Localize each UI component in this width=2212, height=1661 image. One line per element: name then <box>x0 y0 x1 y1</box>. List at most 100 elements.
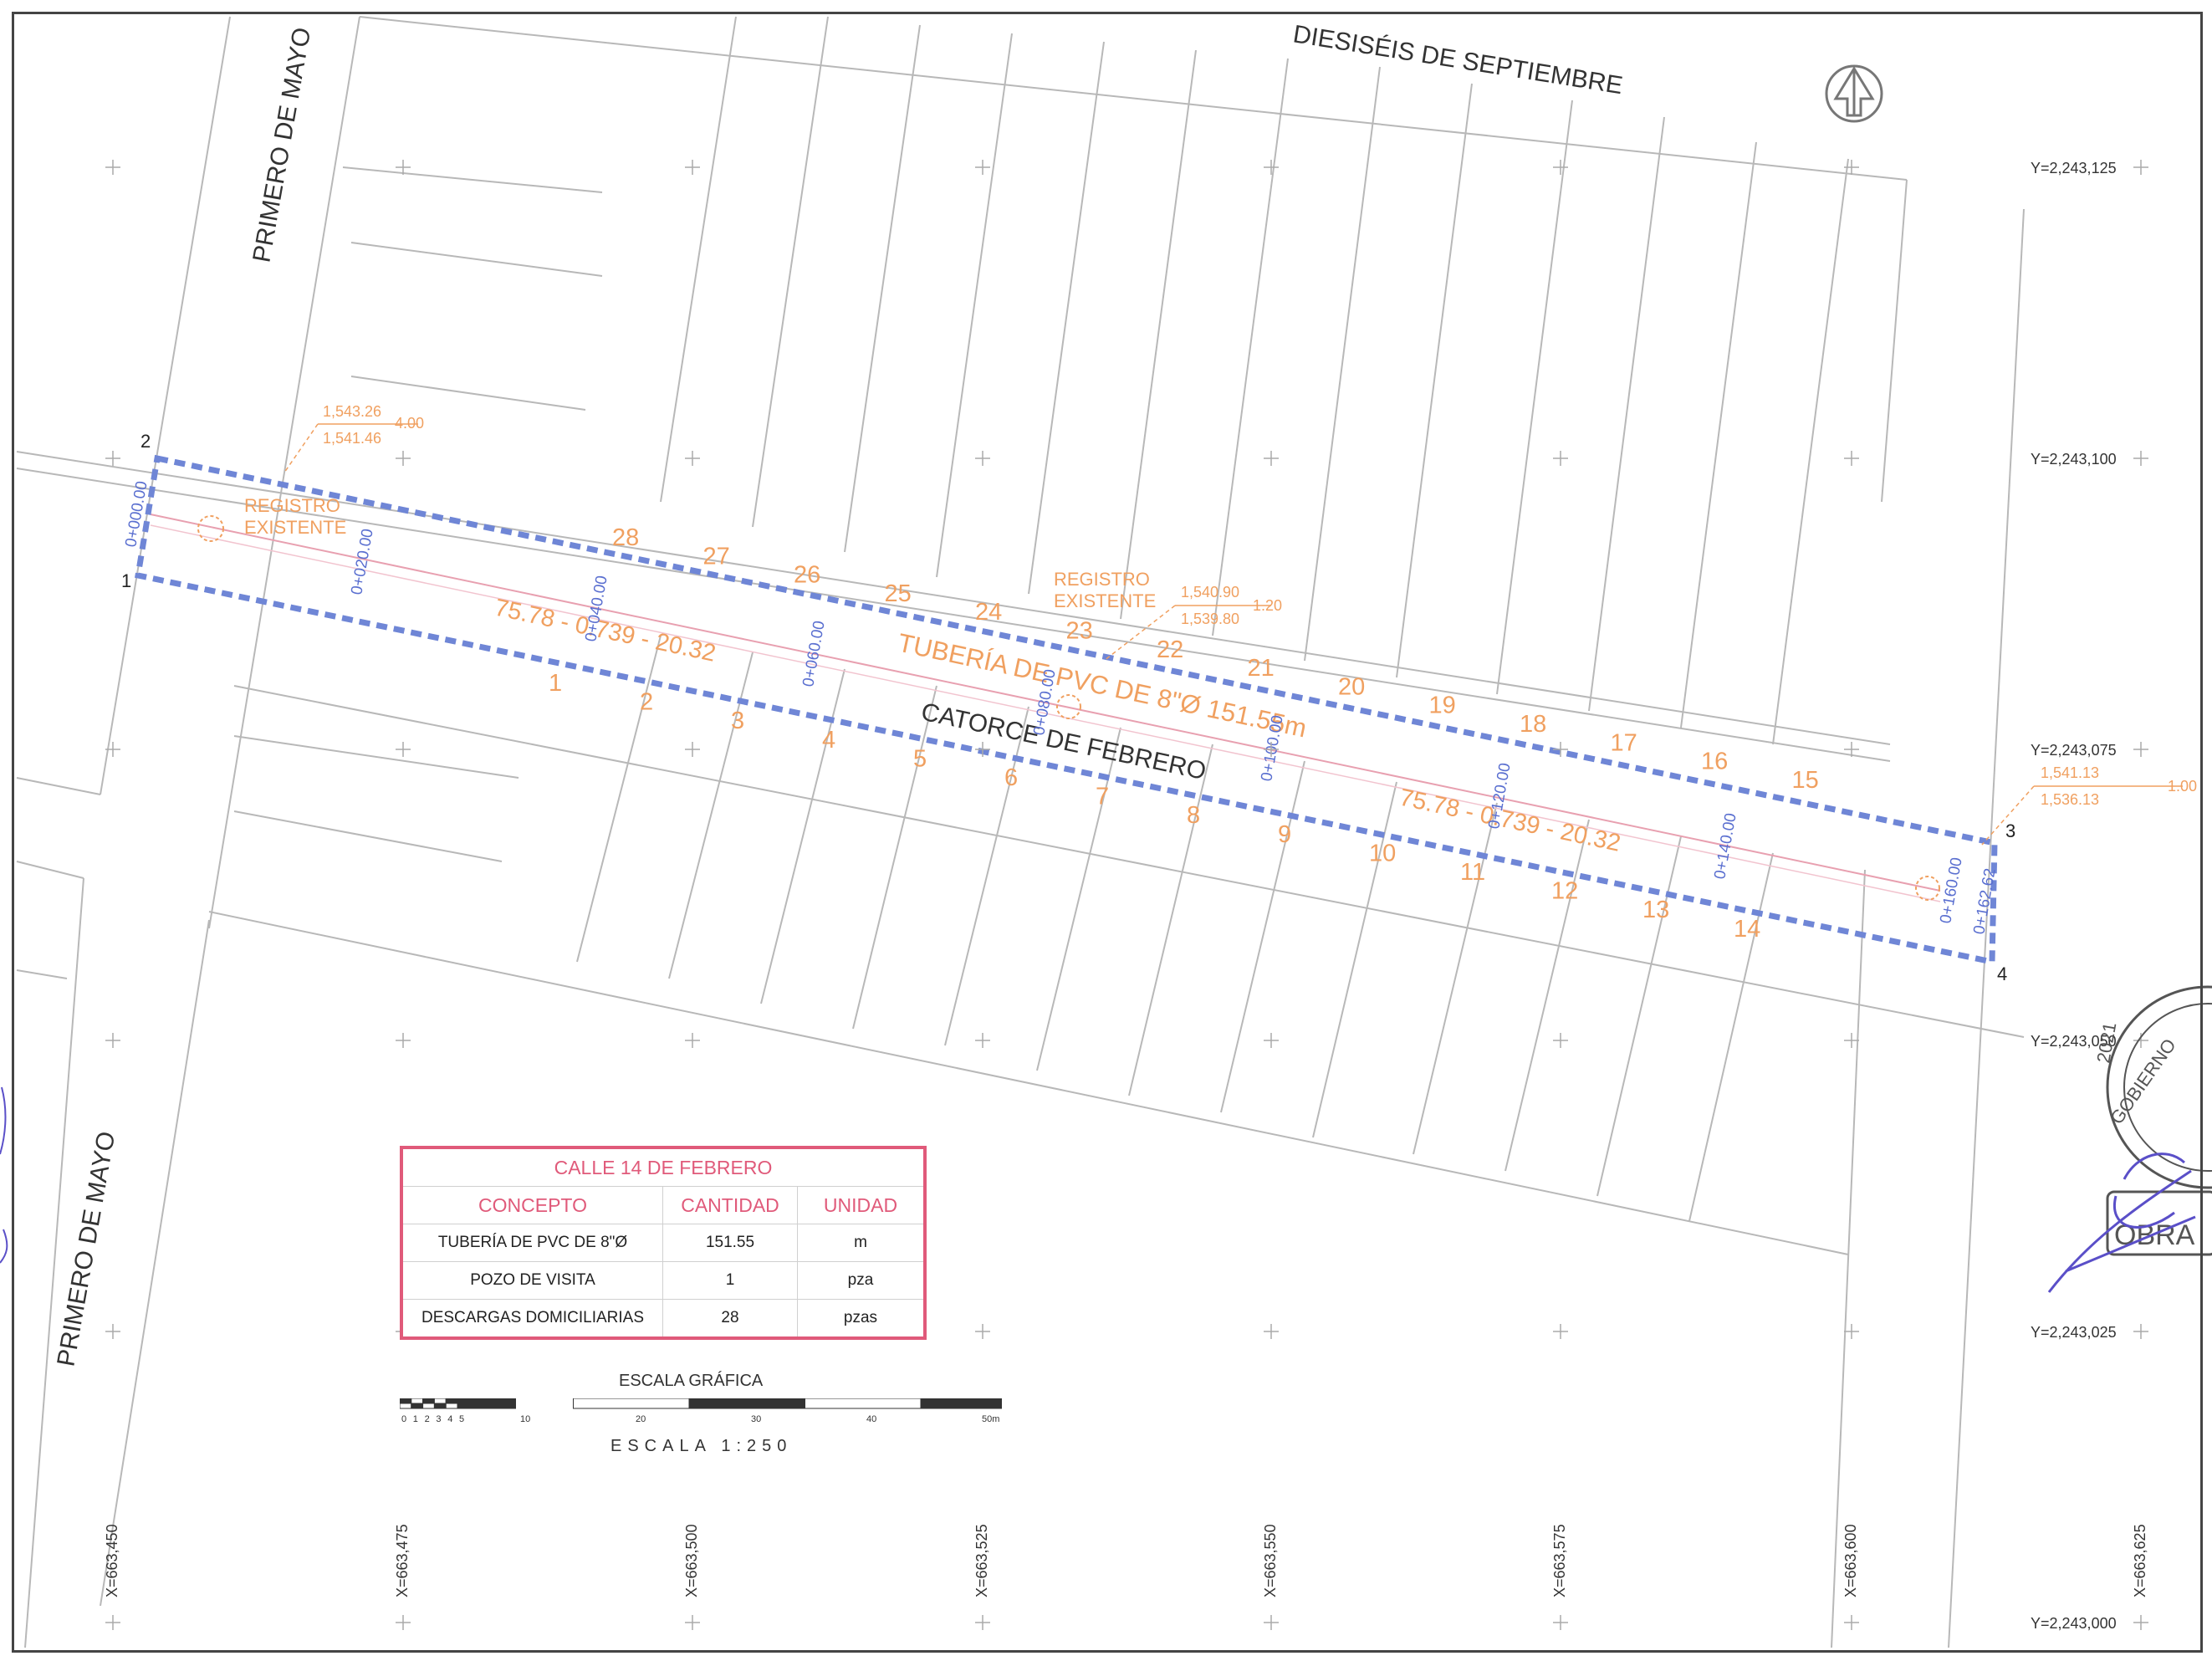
street-name-west-top: PRIMERO DE MAYO <box>248 25 316 264</box>
table-cell: 28 <box>662 1299 798 1339</box>
table-header: CONCEPTO <box>401 1186 663 1224</box>
scale-segment <box>805 1398 922 1409</box>
grid-x-label: X=663,500 <box>683 1524 700 1597</box>
grid-cross <box>105 1033 120 1048</box>
grid-x-label: X=663,525 <box>973 1524 990 1597</box>
scale-segment <box>422 1398 435 1404</box>
grid-cross <box>685 1615 700 1630</box>
scale-segment <box>400 1398 412 1404</box>
register-elevation: 1,540.90 <box>1181 584 1239 601</box>
grid-cross <box>1264 1324 1279 1339</box>
grid-cross <box>1264 742 1279 757</box>
grid-cross <box>105 160 120 175</box>
register-elevation: 1,539.80 <box>1181 611 1239 627</box>
scale-tick-label: 40 <box>866 1414 876 1424</box>
grid-cross <box>975 1615 990 1630</box>
official-stamp: GOBIERNO 2021 OBRA <box>2092 985 2212 1256</box>
scale-tick-label: 1 <box>413 1414 418 1424</box>
grid-cross <box>1844 1033 1859 1048</box>
scale-segment <box>422 1403 435 1409</box>
scale-tick-label: 3 <box>436 1414 441 1424</box>
grid-y-label: Y=2,243,000 <box>2031 1615 2117 1632</box>
scale-segment <box>445 1398 458 1404</box>
grid-x-label: X=663,475 <box>394 1524 411 1597</box>
lot-number: 27 <box>703 543 730 570</box>
table-row: DESCARGAS DOMICILIARIAS 28 pzas <box>401 1299 926 1339</box>
register-elevation: 1,543.26 <box>323 403 381 420</box>
grid-cross <box>1264 160 1279 175</box>
grid-cross <box>975 1033 990 1048</box>
grid-cross <box>685 1033 700 1048</box>
lot-number: 15 <box>1792 767 1819 794</box>
grid-cross <box>1844 160 1859 175</box>
lot-number: 23 <box>1066 618 1093 645</box>
lot-number: 21 <box>1248 655 1275 682</box>
grid-x-label: X=663,575 <box>1551 1524 1568 1597</box>
grid-cross <box>975 160 990 175</box>
register-leader <box>1981 785 2035 846</box>
table-cell: TUBERÍA DE PVC DE 8"Ø <box>401 1224 663 1262</box>
grid-cross <box>105 451 120 466</box>
lot-number: 25 <box>885 580 912 607</box>
scale-segment <box>411 1398 424 1404</box>
grid-cross <box>975 742 990 757</box>
grid-cross <box>105 1324 120 1339</box>
grid-cross <box>1553 160 1568 175</box>
lot-number: 28 <box>612 524 639 551</box>
table-row: POZO DE VISITA 1 pza <box>401 1261 926 1300</box>
lot-number: 9 <box>1278 821 1291 848</box>
grid-cross <box>2133 1324 2148 1339</box>
scale-segment <box>688 1398 805 1409</box>
scale-segment <box>445 1403 458 1409</box>
lot-number: 12 <box>1551 878 1578 905</box>
scale-tick-label: 2 <box>425 1414 430 1424</box>
scale-segment <box>457 1398 516 1409</box>
grid-cross <box>105 742 120 757</box>
grid-x-label: X=663,550 <box>1262 1524 1279 1597</box>
table-cell: 151.55 <box>662 1224 798 1262</box>
lot-number: 16 <box>1701 749 1728 775</box>
scale-tick-label: 0 <box>401 1414 406 1424</box>
signature <box>2047 1152 2196 1293</box>
lot-number: 18 <box>1520 711 1546 738</box>
grid-cross <box>1553 1615 1568 1630</box>
station-labels: 0+000.00 0+020.00 0+040.00 0+060.00 0+08… <box>122 480 2000 936</box>
grid-cross <box>685 451 700 466</box>
grid-cross <box>975 451 990 466</box>
lot-number: 13 <box>1642 897 1669 923</box>
station-label: 0+060.00 <box>799 620 829 688</box>
lot-number: 5 <box>913 745 927 772</box>
scale-tick-label: 20 <box>636 1414 646 1424</box>
table-cell: pzas <box>797 1299 926 1339</box>
grid-cross <box>1553 451 1568 466</box>
vertex-label: 3 <box>2005 820 2015 841</box>
pipe-line-offset <box>150 524 1941 902</box>
lot-number: 14 <box>1734 916 1760 943</box>
grid-y-label: Y=2,243,025 <box>2031 1324 2117 1341</box>
stamp-text: 2021 <box>2092 1020 2120 1065</box>
stamp-text: GOBIERNO <box>2106 1035 2179 1127</box>
table-cell: m <box>797 1224 926 1262</box>
grid-cross <box>1844 451 1859 466</box>
scale-segment <box>400 1403 412 1409</box>
lot-number: 20 <box>1338 673 1365 700</box>
scale-segment <box>433 1403 447 1409</box>
lot-number: 10 <box>1369 840 1396 866</box>
grid-cross <box>1264 1615 1279 1630</box>
register-leader <box>284 423 319 473</box>
grid-cross <box>396 160 411 175</box>
station-label: 0+140.00 <box>1711 812 1740 881</box>
grid-y-label: Y=2,243,050 <box>2031 1033 2117 1050</box>
grid-cross <box>2133 160 2148 175</box>
margin-mark <box>0 1086 8 1264</box>
grid-cross <box>396 1615 411 1630</box>
north-arrow-icon <box>1825 64 1883 123</box>
lot-number: 7 <box>1096 784 1109 810</box>
lot-lines <box>16 16 2025 1648</box>
grid-x-label: X=663,600 <box>1842 1524 1859 1597</box>
grid-cross <box>2133 742 2148 757</box>
register-symbol <box>197 515 224 542</box>
register-symbol <box>1915 876 1940 901</box>
register-label: REGISTRO <box>244 495 340 516</box>
